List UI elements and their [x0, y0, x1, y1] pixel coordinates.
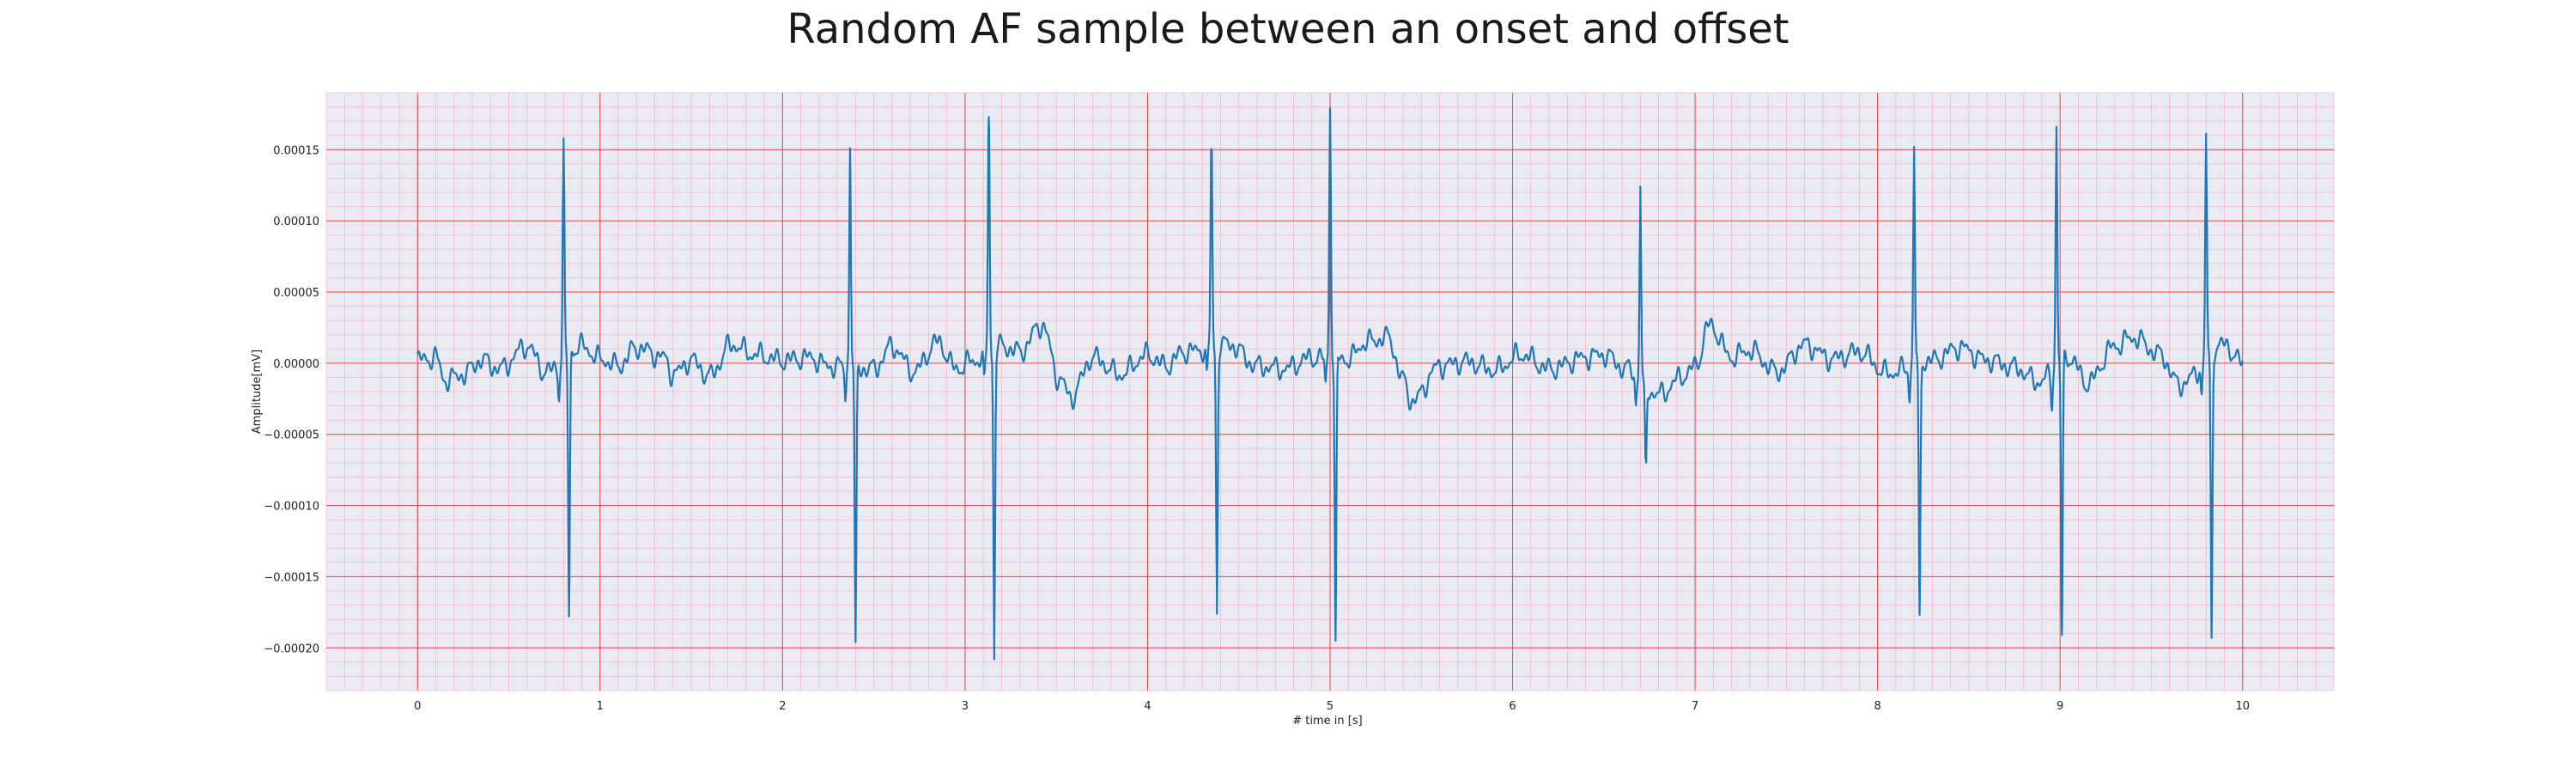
x-tick-label: 0 — [414, 700, 421, 713]
x-tick-label: 7 — [1692, 700, 1698, 713]
x-tick-label: 4 — [1144, 700, 1151, 713]
x-tick-label: 2 — [779, 700, 786, 713]
x-tick-label: 3 — [962, 700, 969, 713]
y-tick-label: −0.00005 — [264, 429, 319, 442]
x-tick-label: 9 — [2057, 700, 2063, 713]
y-tick-label: 0.00010 — [273, 216, 319, 228]
y-tick-label: −0.00015 — [264, 571, 319, 584]
chart-title: Random AF sample between an onset and of… — [787, 5, 1789, 53]
x-tick-label: 6 — [1509, 700, 1516, 713]
x-tick-labels: 0 1 2 3 4 5 6 7 8 9 10 — [414, 700, 2250, 713]
x-tick-label: 1 — [597, 700, 604, 713]
y-tick-labels: 0.00015 0.00010 0.00005 0.00000 −0.00005 −0.0… — [264, 144, 319, 655]
x-axis-label: # time in [s] — [1292, 715, 1362, 727]
x-tick-label: 5 — [1327, 700, 1334, 713]
series-layer — [416, 107, 2244, 660]
x-tick-label: 8 — [1874, 700, 1880, 713]
y-tick-label: 0.00005 — [273, 287, 319, 300]
y-tick-label: 0.00000 — [273, 358, 319, 371]
y-tick-label: −0.00010 — [264, 501, 319, 514]
y-tick-label: −0.00020 — [264, 642, 319, 655]
x-tick-label: 10 — [2235, 700, 2250, 713]
ecg-series-line — [416, 107, 2244, 660]
y-axis-label: Amplitude[mV] — [251, 350, 264, 434]
major-grid — [326, 93, 2334, 691]
y-tick-label: 0.00015 — [273, 144, 319, 157]
